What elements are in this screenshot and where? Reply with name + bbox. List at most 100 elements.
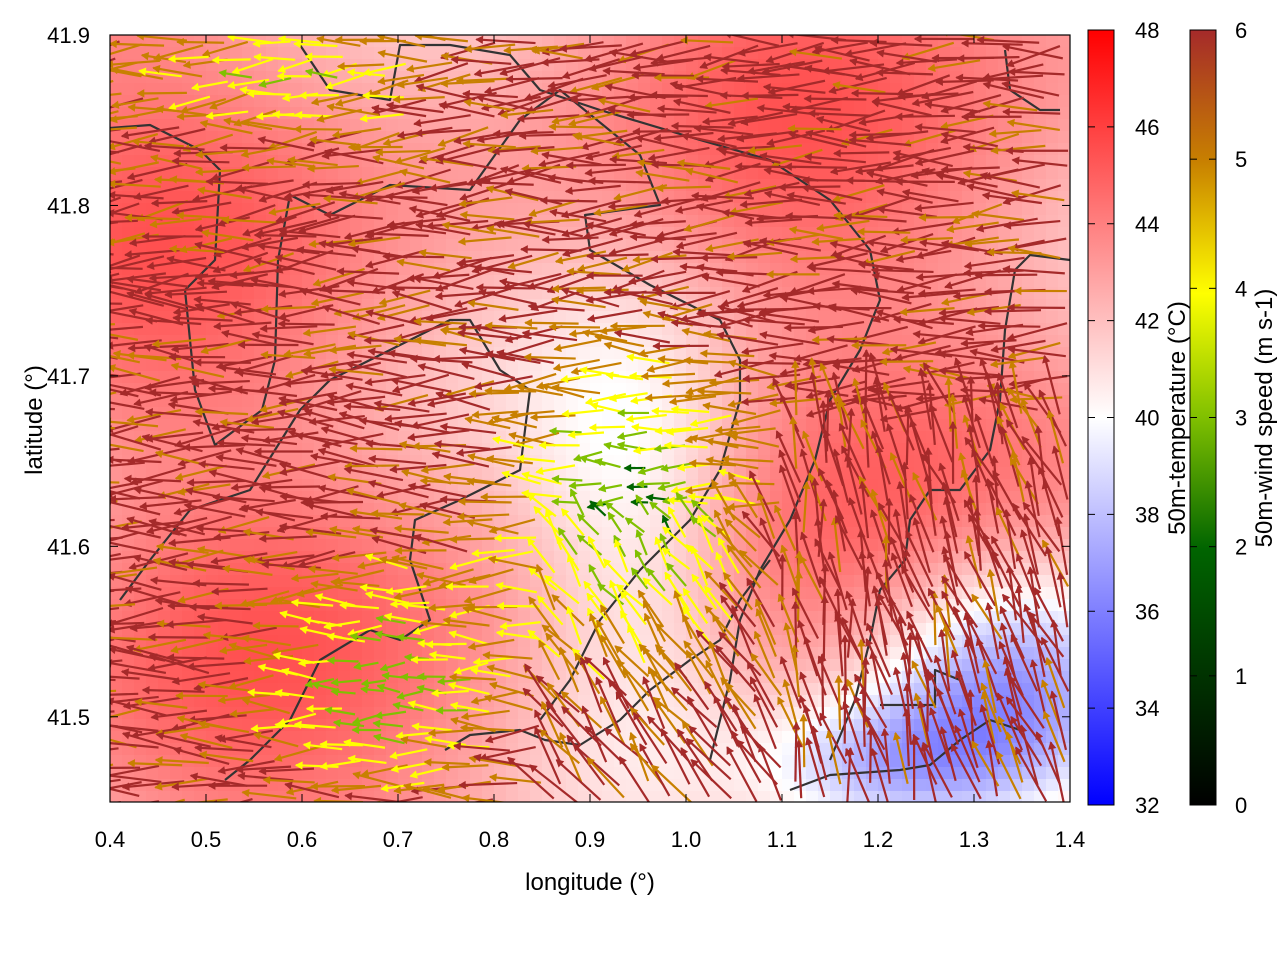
- temperature-cell: [530, 395, 543, 408]
- temperature-cell: [614, 419, 627, 432]
- temperature-cell: [386, 743, 399, 756]
- temperature-cell: [374, 647, 387, 660]
- temperature-cell: [134, 755, 147, 768]
- temperature-cell: [434, 239, 447, 252]
- temperature-cell: [230, 59, 243, 72]
- temperature-cell: [218, 539, 231, 552]
- temperature-cell: [398, 59, 411, 72]
- temperature-cell: [302, 647, 315, 660]
- temperature-cell: [902, 119, 915, 132]
- temperature-cell: [530, 455, 543, 468]
- temperature-cell: [638, 623, 651, 636]
- temperature-cell: [290, 539, 303, 552]
- temperature-cell: [290, 359, 303, 372]
- temperature-cell: [974, 383, 987, 396]
- temperature-cell: [194, 59, 207, 72]
- temperature-cell: [494, 395, 507, 408]
- temperature-cell: [230, 47, 243, 60]
- temperature-cell: [1034, 203, 1047, 216]
- temperature-cell: [422, 239, 435, 252]
- temperature-cell: [158, 215, 171, 228]
- temperature-cell: [506, 203, 519, 216]
- temperature-cell: [854, 47, 867, 60]
- temperature-cell: [638, 515, 651, 528]
- temperature-cell: [254, 491, 267, 504]
- temperature-cell: [710, 47, 723, 60]
- temperature-cell: [386, 647, 399, 660]
- temperature-cell: [626, 35, 639, 48]
- temperature-cell: [458, 431, 471, 444]
- temperature-cell: [902, 599, 915, 612]
- temperature-cell: [614, 215, 627, 228]
- temperature-cell: [482, 155, 495, 168]
- temperature-cell: [302, 383, 315, 396]
- temperature-cell: [578, 491, 591, 504]
- temperature-cell: [518, 119, 531, 132]
- temperature-cell: [482, 467, 495, 480]
- temperature-cell: [1046, 59, 1059, 72]
- temperature-cell: [266, 95, 279, 108]
- temperature-cell: [926, 431, 939, 444]
- temperature-cell: [830, 59, 843, 72]
- temperature-cell: [686, 59, 699, 72]
- temperature-cell: [602, 275, 615, 288]
- temperature-cell: [542, 119, 555, 132]
- temperature-cell: [338, 611, 351, 624]
- temperature-cell: [182, 611, 195, 624]
- temperature-cell: [446, 107, 459, 120]
- temperature-cell: [758, 467, 771, 480]
- temperature-cell: [1058, 203, 1070, 216]
- temperature-cell: [266, 575, 279, 588]
- temperature-cell: [158, 95, 171, 108]
- temperature-cell: [422, 527, 435, 540]
- temperature-cell: [974, 191, 987, 204]
- temperature-cell: [374, 563, 387, 576]
- temperature-cell: [518, 575, 531, 588]
- temperature-cell: [314, 311, 327, 324]
- temperature-cell: [386, 575, 399, 588]
- temperature-cell: [1046, 227, 1059, 240]
- temperature-cell: [530, 227, 543, 240]
- temperature-cell: [242, 563, 255, 576]
- temperature-cell: [230, 395, 243, 408]
- temperature-cell: [782, 755, 795, 768]
- temperature-cell: [506, 575, 519, 588]
- temperature-cell: [938, 47, 951, 60]
- temperature-cell: [470, 119, 483, 132]
- temperature-cell: [1058, 119, 1070, 132]
- temperature-cell: [1034, 503, 1047, 516]
- temperature-cell: [278, 167, 291, 180]
- temperature-cell: [374, 215, 387, 228]
- temperature-cell: [218, 395, 231, 408]
- temperature-cell: [158, 683, 171, 696]
- temperature-cell: [1022, 227, 1035, 240]
- temperature-cell: [1046, 143, 1059, 156]
- temperature-cell: [410, 47, 423, 60]
- temperature-cell: [830, 131, 843, 144]
- temperature-cell: [962, 575, 975, 588]
- temperature-cell: [290, 83, 303, 96]
- temperature-cell: [290, 503, 303, 516]
- temperature-cell: [446, 659, 459, 672]
- temperature-cell: [362, 695, 375, 708]
- temperature-cell: [302, 731, 315, 744]
- temperature-cell: [974, 119, 987, 132]
- temperature-cell: [986, 155, 999, 168]
- temperature-cell: [1046, 203, 1059, 216]
- temperature-cell: [266, 539, 279, 552]
- temperature-cell: [1046, 599, 1059, 612]
- temperature-cell: [446, 239, 459, 252]
- temperature-cell: [506, 707, 519, 720]
- temperature-cell: [602, 767, 615, 780]
- temperature-cell: [1034, 227, 1047, 240]
- temperature-cell: [182, 119, 195, 132]
- temperature-cell: [350, 251, 363, 264]
- temperature-cell: [374, 743, 387, 756]
- temperature-cell: [230, 659, 243, 672]
- temperature-cell: [578, 311, 591, 324]
- temperature-cell: [842, 563, 855, 576]
- temperature-cell: [818, 311, 831, 324]
- temperature-cell: [350, 467, 363, 480]
- temperature-cell: [446, 419, 459, 432]
